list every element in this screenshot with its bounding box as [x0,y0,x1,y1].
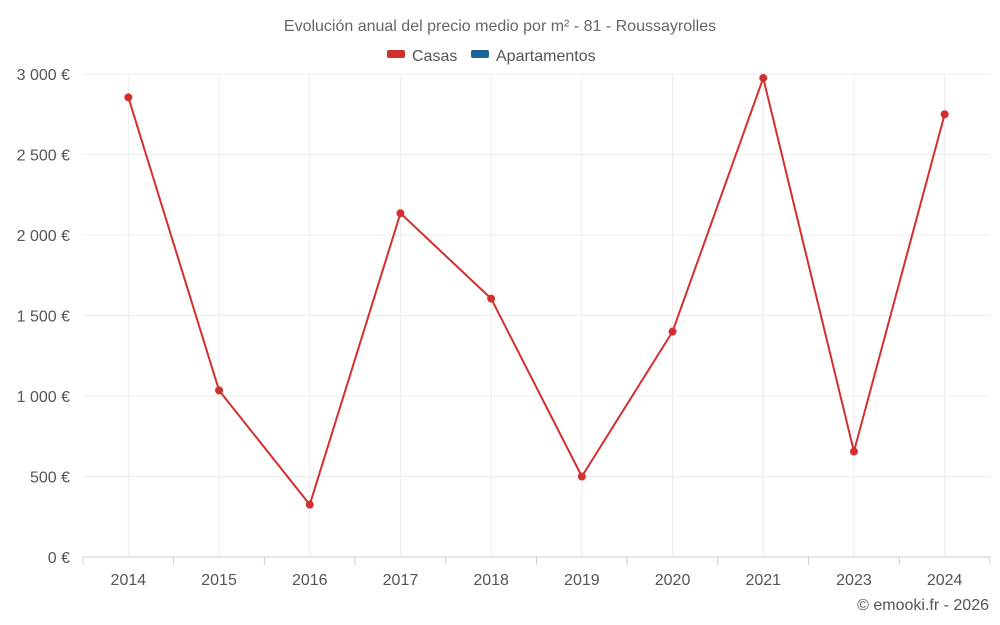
x-tick-label: 2024 [927,572,963,589]
y-tick-label: 500 € [30,470,70,487]
y-axis-ticks: 0 € 500 € 1 000 € 1 500 € 2 000 € 2 500 € 3 00… [17,67,70,567]
y-tick-label: 0 € [48,550,70,567]
x-tick-label: 2017 [383,572,419,589]
data-point-2023[interactable] [849,447,858,456]
axes [82,556,991,565]
data-point-2019[interactable] [577,472,586,481]
data-point-2017[interactable] [396,209,405,218]
legend[interactable]: Casas Apartamentos [387,48,596,65]
data-point-2014[interactable] [124,93,133,102]
x-tick-label: 2015 [201,572,237,589]
y-tick-label: 2 500 € [17,148,70,165]
y-tick-label: 3 000 € [17,67,70,84]
grid-lines [83,73,990,557]
data-point-2020[interactable] [668,327,677,336]
data-point-2018[interactable] [487,294,496,303]
data-point-2024[interactable] [940,110,949,119]
legend-swatch-casas [387,50,405,58]
series-line-casas [127,77,946,506]
y-tick-label: 1 000 € [17,389,70,406]
data-point-2015[interactable] [215,386,224,395]
legend-label-casas: Casas [412,48,457,65]
data-point-2016[interactable] [305,500,314,509]
chart-title: Evolución anual del precio medio por m² … [284,18,716,35]
x-axis-ticks: 2014 2015 2016 2017 2018 2019 2020 2021 2023 2024 [111,572,963,589]
x-tick-label: 2019 [564,572,600,589]
credit-text: © emooki.fr - 2026 [857,597,989,614]
x-tick-label: 2014 [111,572,147,589]
x-tick-label: 2020 [655,572,691,589]
series-casas [124,74,949,509]
x-tick-label: 2018 [473,572,509,589]
x-tick-label: 2016 [292,572,328,589]
legend-label-apartamentos: Apartamentos [496,48,596,65]
y-tick-label: 1 500 € [17,309,70,326]
legend-swatch-apartamentos [471,50,489,58]
legend-item-casas[interactable]: Casas [387,48,457,65]
y-tick-label: 2 000 € [17,228,70,245]
x-tick-label: 2021 [745,572,781,589]
x-tick-label: 2023 [836,572,872,589]
legend-item-apartamentos[interactable]: Apartamentos [471,48,596,65]
data-point-2021[interactable] [759,74,768,83]
